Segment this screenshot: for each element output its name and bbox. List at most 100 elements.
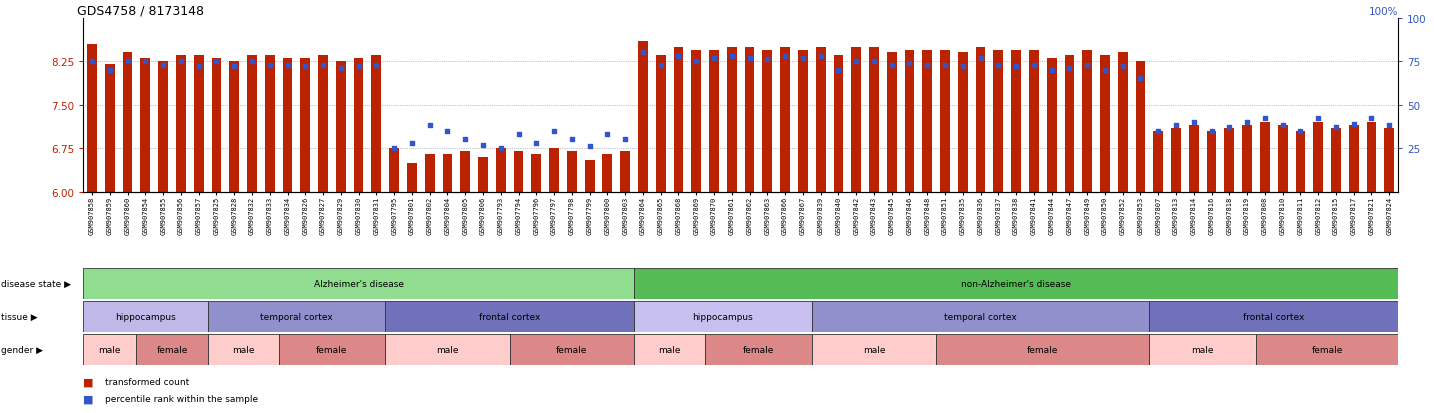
Text: female: female — [317, 346, 347, 354]
Point — [969, 55, 992, 62]
Bar — [386, 301, 634, 332]
Bar — [87, 45, 98, 192]
Bar — [460, 152, 470, 192]
Point — [472, 142, 495, 149]
Bar — [958, 53, 968, 192]
Bar — [1189, 126, 1199, 192]
Text: female: female — [156, 346, 188, 354]
Text: hippocampus: hippocampus — [115, 313, 176, 321]
Bar — [300, 59, 310, 192]
Bar — [905, 50, 915, 192]
Point — [258, 62, 281, 69]
Bar — [852, 47, 860, 192]
Point — [898, 60, 921, 67]
Point — [1325, 125, 1348, 131]
Point — [934, 62, 956, 69]
Bar — [83, 335, 136, 366]
Bar — [1064, 56, 1074, 192]
Text: Alzheimer's disease: Alzheimer's disease — [314, 280, 403, 288]
Point — [277, 62, 300, 69]
Bar — [763, 50, 771, 192]
Bar — [532, 154, 541, 192]
Bar — [797, 50, 807, 192]
Bar — [1172, 128, 1182, 192]
Bar — [336, 62, 346, 192]
Bar — [105, 65, 115, 192]
Bar — [1349, 126, 1358, 192]
Point — [1076, 62, 1098, 69]
Text: male: male — [99, 346, 120, 354]
Bar — [407, 163, 417, 192]
Point — [792, 55, 815, 62]
Bar — [1136, 62, 1146, 192]
Text: 100%: 100% — [1368, 7, 1398, 17]
Point — [756, 57, 779, 64]
Bar — [812, 335, 936, 366]
Point — [133, 59, 156, 65]
Point — [1129, 76, 1152, 83]
Text: female: female — [743, 346, 774, 354]
Bar — [674, 47, 684, 192]
Point — [1342, 121, 1365, 128]
Point — [1111, 64, 1134, 71]
Text: GDS4758 / 8173148: GDS4758 / 8173148 — [76, 5, 204, 17]
Point — [880, 62, 903, 69]
Text: tissue ▶: tissue ▶ — [1, 313, 39, 321]
Point — [489, 145, 512, 152]
Bar — [1100, 56, 1110, 192]
Point — [1040, 67, 1063, 74]
Bar — [176, 56, 186, 192]
Point — [188, 64, 211, 71]
Point — [116, 59, 139, 65]
Text: male: male — [436, 346, 459, 354]
Point — [1182, 119, 1205, 126]
Bar — [566, 152, 576, 192]
Bar — [1225, 128, 1235, 192]
Point — [1359, 116, 1382, 123]
Text: ■: ■ — [83, 377, 93, 387]
Point — [597, 131, 619, 138]
Point — [383, 145, 406, 152]
Point — [614, 137, 637, 143]
Bar — [278, 335, 386, 366]
Text: female: female — [1027, 346, 1058, 354]
Text: disease state ▶: disease state ▶ — [1, 280, 72, 288]
Bar — [123, 53, 132, 192]
Bar — [212, 59, 221, 192]
Point — [205, 59, 228, 65]
Bar — [833, 56, 843, 192]
Bar — [922, 50, 932, 192]
Bar — [1150, 335, 1256, 366]
Bar — [1295, 131, 1305, 192]
Point — [1253, 116, 1276, 123]
Point — [1200, 128, 1223, 135]
Bar — [975, 47, 985, 192]
Bar — [812, 301, 1150, 332]
Bar — [513, 152, 523, 192]
Bar — [247, 56, 257, 192]
Bar — [158, 62, 168, 192]
Bar — [1083, 50, 1093, 192]
Point — [561, 137, 584, 143]
Point — [809, 53, 832, 60]
Text: female: female — [556, 346, 588, 354]
Bar — [816, 47, 826, 192]
Bar — [941, 50, 949, 192]
Bar — [194, 56, 204, 192]
Point — [294, 64, 317, 71]
Bar — [1367, 123, 1377, 192]
Bar — [1030, 50, 1038, 192]
Bar — [1153, 131, 1163, 192]
Bar — [229, 62, 239, 192]
Bar — [424, 154, 435, 192]
Bar — [136, 335, 208, 366]
Text: female: female — [1311, 346, 1342, 354]
Bar — [602, 154, 612, 192]
Text: percentile rank within the sample: percentile rank within the sample — [105, 394, 258, 403]
Point — [1217, 125, 1240, 131]
Bar — [371, 56, 381, 192]
Point — [364, 62, 387, 69]
Bar — [1331, 128, 1341, 192]
Point — [631, 50, 654, 57]
Bar — [621, 152, 630, 192]
